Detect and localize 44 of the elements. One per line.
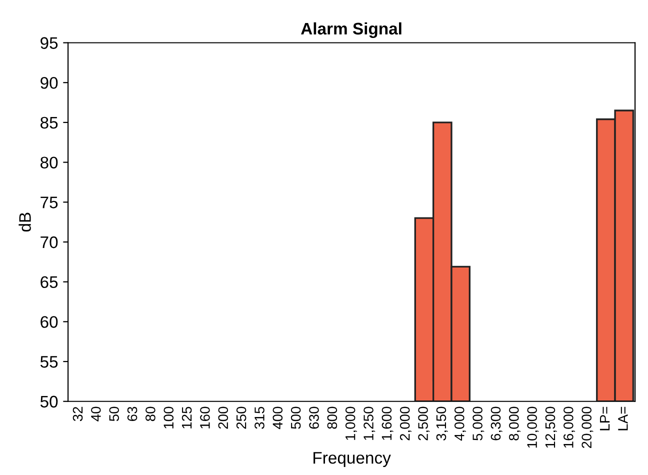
- y-tick-label: 55: [40, 356, 58, 368]
- x-tick-label: 63: [127, 406, 138, 421]
- x-tick-label: 5,000: [472, 406, 484, 440]
- y-tick-label: 75: [40, 196, 58, 208]
- x-tick-label: 16,000: [564, 406, 575, 448]
- x-tick-label: 160: [200, 406, 210, 428]
- x-tick-label: 2,000: [400, 406, 412, 440]
- x-tick-label: 400: [272, 406, 283, 430]
- x-tick-label: 3,150: [436, 406, 448, 440]
- x-tick-label: 125: [182, 406, 192, 428]
- chart-title: Alarm Signal: [301, 22, 402, 38]
- y-tick-label: 70: [40, 236, 58, 248]
- x-tick-label: LP=: [600, 406, 610, 430]
- x-tick-label: 6,300: [490, 406, 502, 440]
- x-tick-label: 200: [218, 406, 228, 429]
- y-tick-label: 80: [40, 156, 58, 168]
- x-tick-label: 1,250: [364, 406, 376, 440]
- x-tick-label: 10,000: [527, 406, 539, 448]
- x-tick-label: 100: [164, 406, 174, 428]
- x-tick-label: 40: [91, 406, 101, 422]
- x-tick-label: 630: [309, 406, 319, 429]
- x-tick-label: 4,000: [454, 406, 466, 441]
- x-tick-label: 50: [109, 406, 120, 422]
- y-tick-label: 90: [40, 77, 58, 89]
- x-tick-label: 2,500: [418, 406, 430, 440]
- x-tick-label: 250: [236, 406, 246, 429]
- y-tick-label: 85: [40, 116, 58, 129]
- y-tick-label: 50: [40, 396, 58, 408]
- x-tick-label: 20,000: [582, 406, 594, 448]
- x-tick-label: 8,000: [508, 406, 520, 440]
- x-tick-label: 500: [290, 406, 301, 429]
- x-tick-label: 1,000: [345, 406, 357, 440]
- x-tick-label: 800: [327, 406, 338, 429]
- y-tick-label: 65: [40, 276, 58, 288]
- x-tick-label: 80: [146, 406, 156, 422]
- x-axis-title: Frequency: [314, 452, 391, 468]
- x-tick-label: LA=: [618, 406, 628, 430]
- x-tick-label: 12,500: [545, 406, 557, 448]
- y-tick-label: 95: [40, 37, 58, 49]
- x-tick-label: 1,600: [382, 406, 394, 440]
- x-tick-label: 315: [254, 406, 264, 429]
- x-tick-label: 32: [72, 406, 83, 422]
- y-axis-title: dB: [18, 212, 31, 232]
- y-tick-label: 60: [40, 316, 58, 328]
